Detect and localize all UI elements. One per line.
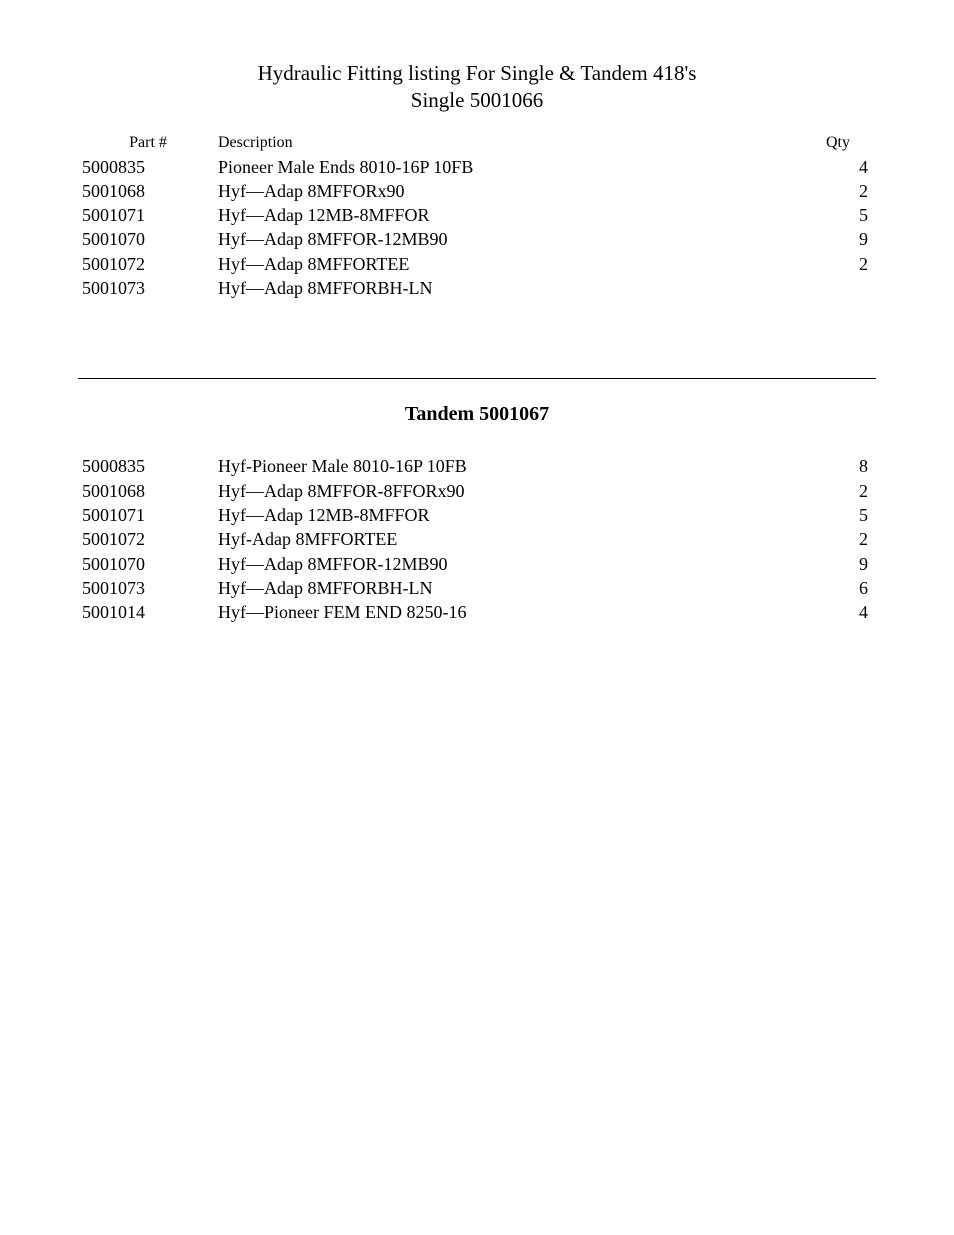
- table-row: 5001014 Hyf—Pioneer FEM END 8250-16 4: [78, 600, 876, 624]
- cell-description: Hyf—Pioneer FEM END 8250-16: [218, 600, 816, 624]
- title-line-1: Hydraulic Fitting listing For Single & T…: [78, 60, 876, 87]
- cell-part: 5001070: [78, 227, 218, 251]
- table-row: 5001073 Hyf—Adap 8MFFORBH-LN: [78, 276, 876, 300]
- cell-qty: 2: [816, 479, 876, 503]
- table-row: 5001071 Hyf—Adap 12MB-8MFFOR 5: [78, 203, 876, 227]
- section-title-tandem: Tandem 5001067: [78, 403, 876, 426]
- cell-part: 5001071: [78, 503, 218, 527]
- header-description: Description: [218, 131, 816, 155]
- cell-description: Hyf-Adap 8MFFORTEE: [218, 527, 816, 551]
- cell-description: Hyf—Adap 8MFFORx90: [218, 179, 816, 203]
- table-row: 5001071 Hyf—Adap 12MB-8MFFOR 5: [78, 503, 876, 527]
- cell-qty: 9: [816, 227, 876, 251]
- cell-description: Hyf—Adap 8MFFORBH-LN: [218, 276, 816, 300]
- cell-qty: 9: [816, 552, 876, 576]
- table-row: 5000835 Hyf-Pioneer Male 8010-16P 10FB 8: [78, 454, 876, 478]
- table-header-row: Part # Description Qty: [78, 131, 876, 155]
- table-row: 5001068 Hyf—Adap 8MFFORx90 2: [78, 179, 876, 203]
- section-divider: [78, 378, 876, 379]
- cell-part: 5000835: [78, 454, 218, 478]
- header-qty: Qty: [816, 131, 876, 155]
- table-row: 5001073 Hyf—Adap 8MFFORBH-LN 6: [78, 576, 876, 600]
- table-row: 5001072 Hyf—Adap 8MFFORTEE 2: [78, 252, 876, 276]
- table-tandem: 5000835 Hyf-Pioneer Male 8010-16P 10FB 8…: [78, 454, 876, 624]
- cell-part: 5001068: [78, 479, 218, 503]
- cell-qty: 2: [816, 527, 876, 551]
- document-title-block: Hydraulic Fitting listing For Single & T…: [78, 60, 876, 115]
- table-row: 5001068 Hyf—Adap 8MFFOR-8FFORx90 2: [78, 479, 876, 503]
- cell-description: Hyf—Adap 8MFFOR-12MB90: [218, 227, 816, 251]
- cell-part: 5001070: [78, 552, 218, 576]
- cell-description: Hyf—Adap 8MFFOR-12MB90: [218, 552, 816, 576]
- cell-part: 5001073: [78, 576, 218, 600]
- table-row: 5001070 Hyf—Adap 8MFFOR-12MB90 9: [78, 227, 876, 251]
- cell-qty: 2: [816, 179, 876, 203]
- cell-qty: 6: [816, 576, 876, 600]
- cell-description: Pioneer Male Ends 8010-16P 10FB: [218, 155, 816, 179]
- cell-qty: 5: [816, 503, 876, 527]
- cell-description: Hyf—Adap 8MFFORTEE: [218, 252, 816, 276]
- cell-qty: 4: [816, 600, 876, 624]
- cell-part: 5001071: [78, 203, 218, 227]
- cell-qty: 5: [816, 203, 876, 227]
- cell-part: 5001073: [78, 276, 218, 300]
- cell-qty: [816, 276, 876, 300]
- cell-qty: 8: [816, 454, 876, 478]
- cell-description: Hyf—Adap 12MB-8MFFOR: [218, 503, 816, 527]
- cell-part: 5001072: [78, 252, 218, 276]
- table-row: 5001070 Hyf—Adap 8MFFOR-12MB90 9: [78, 552, 876, 576]
- header-part: Part #: [78, 131, 218, 155]
- table-single: Part # Description Qty 5000835 Pioneer M…: [78, 131, 876, 301]
- cell-description: Hyf—Adap 12MB-8MFFOR: [218, 203, 816, 227]
- cell-qty: 2: [816, 252, 876, 276]
- cell-description: Hyf—Adap 8MFFOR-8FFORx90: [218, 479, 816, 503]
- cell-part: 5001072: [78, 527, 218, 551]
- cell-part: 5000835: [78, 155, 218, 179]
- cell-part: 5001068: [78, 179, 218, 203]
- cell-description: Hyf—Adap 8MFFORBH-LN: [218, 576, 816, 600]
- cell-qty: 4: [816, 155, 876, 179]
- table-row: 5000835 Pioneer Male Ends 8010-16P 10FB …: [78, 155, 876, 179]
- cell-description: Hyf-Pioneer Male 8010-16P 10FB: [218, 454, 816, 478]
- table-row: 5001072 Hyf-Adap 8MFFORTEE 2: [78, 527, 876, 551]
- title-line-2: Single 5001066: [78, 87, 876, 114]
- cell-part: 5001014: [78, 600, 218, 624]
